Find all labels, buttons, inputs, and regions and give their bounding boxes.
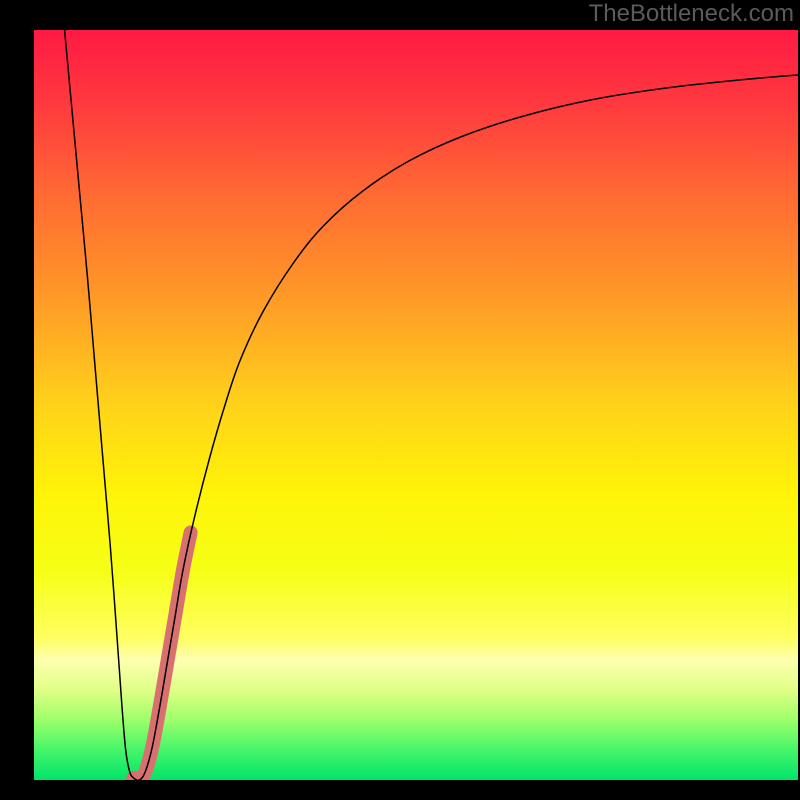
outer-frame: TheBottleneck.com	[0, 0, 800, 800]
watermark-text: TheBottleneck.com	[589, 0, 794, 28]
chart-svg	[34, 30, 798, 780]
gradient-background	[34, 30, 798, 780]
plot-area	[34, 30, 798, 780]
